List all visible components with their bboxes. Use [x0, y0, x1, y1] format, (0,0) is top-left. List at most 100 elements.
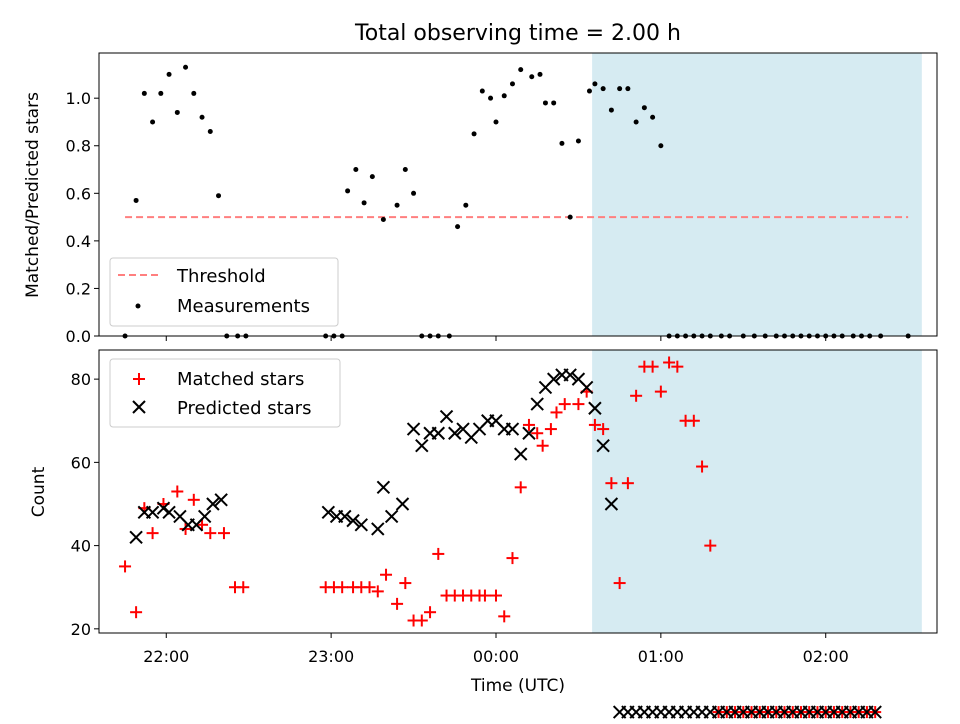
top-legend-box [109, 257, 339, 327]
matched-star-point [588, 418, 601, 431]
measurement-point [529, 74, 535, 80]
matched-star-point [531, 427, 544, 440]
matched-star-point [336, 581, 349, 594]
matched-star-point [621, 477, 634, 490]
top-panel: 0.0 0.2 0.4 0.6 0.8 1.0 Matched/Predicted sta… [23, 52, 938, 346]
matched-star-point [522, 418, 535, 431]
bottom-highlight-span [592, 350, 922, 633]
matched-star-point [597, 423, 610, 436]
matched-star-point [654, 385, 667, 398]
matched-star-point [432, 547, 445, 560]
matched-star-point [646, 360, 659, 373]
bottom-legend: Matched stars Predicted stars [109, 358, 341, 428]
top-ytick-label: 0.0 [66, 327, 91, 346]
top-ytick-label: 0.6 [66, 184, 91, 203]
matched-star-point [424, 606, 437, 619]
measurement-point [518, 67, 524, 73]
predicted-star-point [338, 509, 352, 524]
predicted-star-point [156, 501, 171, 515]
predicted-star-point [596, 439, 610, 453]
predicted-star-point [604, 497, 619, 511]
top-ytick-label: 0.2 [66, 279, 91, 298]
matched-star-point [217, 527, 230, 540]
measurement-point [559, 140, 565, 146]
predicted-star-point [395, 497, 410, 511]
legend-matched-swatch [133, 373, 145, 385]
predicted-star-point [406, 422, 421, 436]
matched-star-point [119, 560, 132, 573]
measurement-point [617, 86, 623, 92]
measurement-point [479, 88, 485, 94]
top-ytick-label: 1.0 [66, 89, 91, 108]
predicted-star-point [514, 447, 528, 461]
matched-star-point [630, 389, 643, 402]
matched-star-point [171, 485, 184, 498]
predicted-star-point [415, 439, 429, 453]
bottom-ylabel: Count [29, 466, 49, 517]
matched-star-point [704, 539, 717, 552]
top-ylabel: Matched/Predicted stars [23, 92, 43, 298]
measurement-point [183, 64, 189, 70]
measurement-point [380, 216, 386, 222]
measurement-point [150, 119, 156, 125]
measurement-point [191, 90, 197, 96]
matched-star-point [696, 460, 709, 473]
predicted-star-point [371, 522, 385, 536]
matched-star-point [478, 589, 491, 602]
measurement-point [361, 200, 367, 206]
matched-star-point [146, 527, 159, 540]
measurement-point [174, 109, 180, 115]
matched-star-point [363, 581, 376, 594]
measurement-point [394, 202, 400, 208]
matched-star-point [415, 614, 428, 627]
top-ytick-label: 0.4 [66, 232, 91, 251]
matched-star-point [613, 577, 626, 590]
measurement-point [537, 71, 543, 77]
predicted-star-point [546, 372, 561, 386]
matched-star-point [687, 414, 700, 427]
measurement-point [158, 90, 164, 96]
measurement-point [586, 88, 592, 94]
measurement-point [166, 71, 172, 77]
bottom-xlabel: Time (UTC) [470, 676, 565, 696]
predicted-star-point [868, 705, 882, 719]
predicted-star-point [505, 422, 520, 436]
matched-star-point [391, 597, 404, 610]
matched-star-point [572, 398, 585, 411]
top-highlight-span [592, 53, 922, 336]
predicted-star-point [522, 426, 536, 440]
bottom-legend-box [109, 358, 341, 428]
predicted-star-point [439, 409, 454, 424]
measurement-point [471, 131, 477, 137]
matched-star-point [371, 585, 384, 598]
measurement-point [551, 100, 557, 106]
measurement-point [455, 224, 461, 230]
measurement-point [658, 143, 664, 149]
predicted-star-point [346, 513, 360, 528]
predicted-star-point [206, 497, 220, 511]
predicted-star-point [354, 518, 369, 532]
bottom-ytick-label: 60 [71, 453, 91, 472]
predicted-star-point [197, 509, 212, 524]
predicted-star-point [448, 426, 462, 440]
bottom-panel: 20 40 60 80 22:00 23:00 00:00 01:00 02:00 Count… [29, 349, 938, 719]
bottom-ytick-label: 20 [71, 620, 91, 639]
chart-title: Total observing time = 2.00 h [354, 21, 681, 46]
matched-star-point [204, 527, 217, 540]
legend-predicted-swatch [132, 400, 146, 414]
bottom-xtick-label: 23:00 [308, 647, 354, 666]
measurement-point [207, 128, 213, 134]
bottom-ytick-label: 40 [71, 537, 91, 556]
predicted-star-point [162, 505, 176, 520]
measurement-point [488, 95, 494, 101]
matched-star-point [514, 481, 527, 494]
measurement-point [625, 86, 631, 92]
matched-star-point [196, 518, 209, 531]
measurement-point [501, 93, 507, 99]
top-legend: Threshold Measurements [109, 257, 339, 327]
matched-star-point [605, 477, 618, 490]
measurement-point [463, 202, 469, 208]
matched-star-point [489, 589, 502, 602]
matched-star-point [179, 522, 192, 535]
